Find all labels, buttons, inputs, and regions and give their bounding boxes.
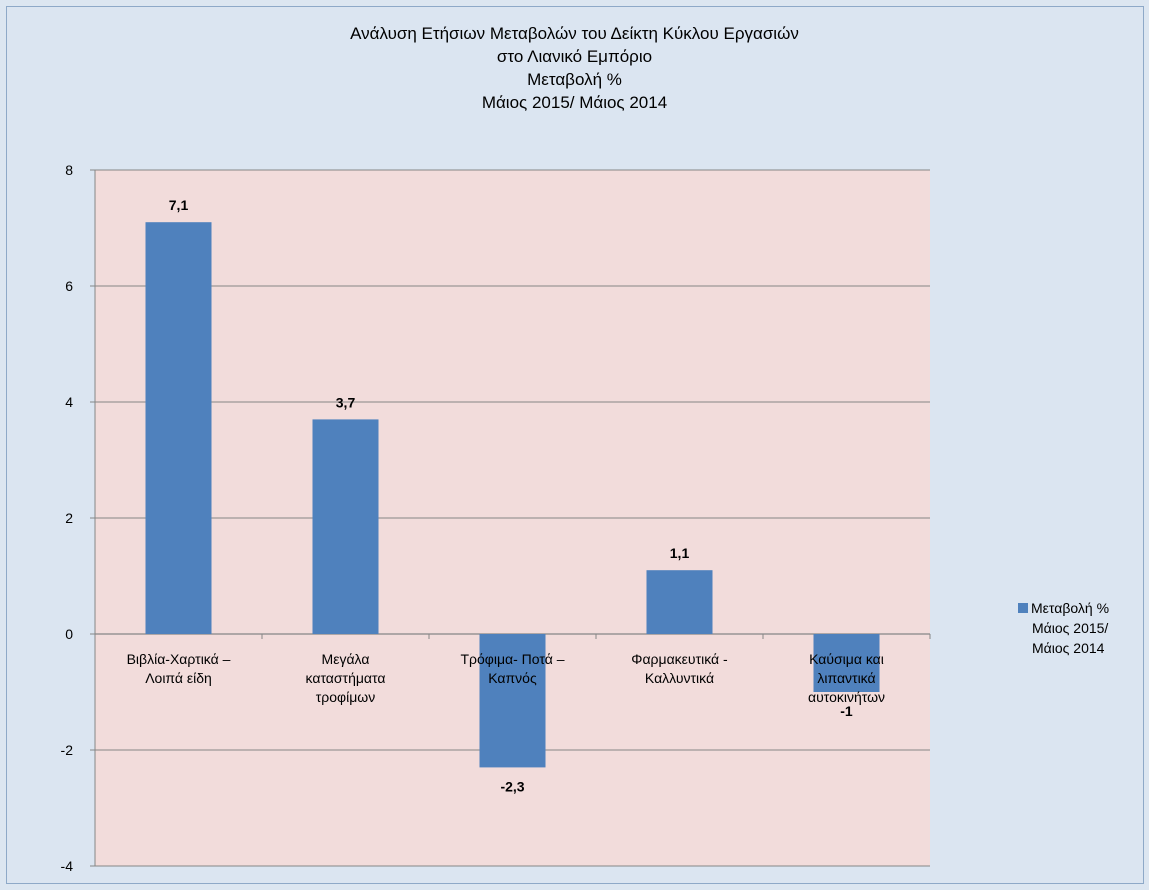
y-tick-label: 0 <box>65 626 73 642</box>
data-label: -2,3 <box>500 778 524 794</box>
bar <box>145 222 212 634</box>
y-tick-label: -4 <box>61 858 74 874</box>
title-line-1: Ανάλυση Ετήσιων Μεταβολών του Δείκτη Κύκ… <box>350 24 799 43</box>
y-tick-label: -2 <box>61 742 74 758</box>
data-label: 1,1 <box>670 545 690 561</box>
category-label: Καύσιμα και λιπαντικά αυτοκινήτων <box>808 651 885 705</box>
y-tick-label: 4 <box>65 394 73 410</box>
legend-swatch <box>1018 603 1028 613</box>
y-tick-label: 6 <box>65 278 73 294</box>
data-label: 7,1 <box>169 197 189 213</box>
legend-entry: Μεταβολή % <box>1018 598 1148 618</box>
title-line-3: Μεταβολή % <box>527 70 622 89</box>
legend-label-line-1: Μεταβολή % <box>1031 600 1110 616</box>
bar <box>646 570 713 634</box>
legend: Μεταβολή % Μάιος 2015/ Μάιος 2014 <box>1018 598 1148 658</box>
data-label: 3,7 <box>336 394 356 410</box>
y-tick-label: 2 <box>65 510 73 526</box>
bar <box>312 419 379 634</box>
data-label: -1 <box>840 703 853 719</box>
bar <box>479 634 546 768</box>
y-tick-label: 8 <box>65 162 73 178</box>
category-label: Τρόφιμα- Ποτά – Καπνός <box>460 651 564 686</box>
title-line-2: στο Λιανικό Εμπόριο <box>496 47 653 66</box>
legend-label-line-2: Μάιος 2015/ <box>1032 620 1109 636</box>
title-line-4: Μάιος 2015/ Μάιος 2014 <box>481 93 668 112</box>
legend-label-line-3: Μάιος 2014 <box>1032 640 1105 656</box>
bar <box>813 634 880 692</box>
category-label: Βιβλία-Χαρτικά – Λοιπά είδη <box>127 651 231 686</box>
category-label: Μεγάλα καταστήματα τροφίμων <box>306 651 386 705</box>
category-label: Φαρμακευτικά -Καλλυντικά <box>631 651 728 686</box>
chart-title: Ανάλυση Ετήσιων Μεταβολών του Δείκτη Κύκ… <box>0 22 1149 114</box>
